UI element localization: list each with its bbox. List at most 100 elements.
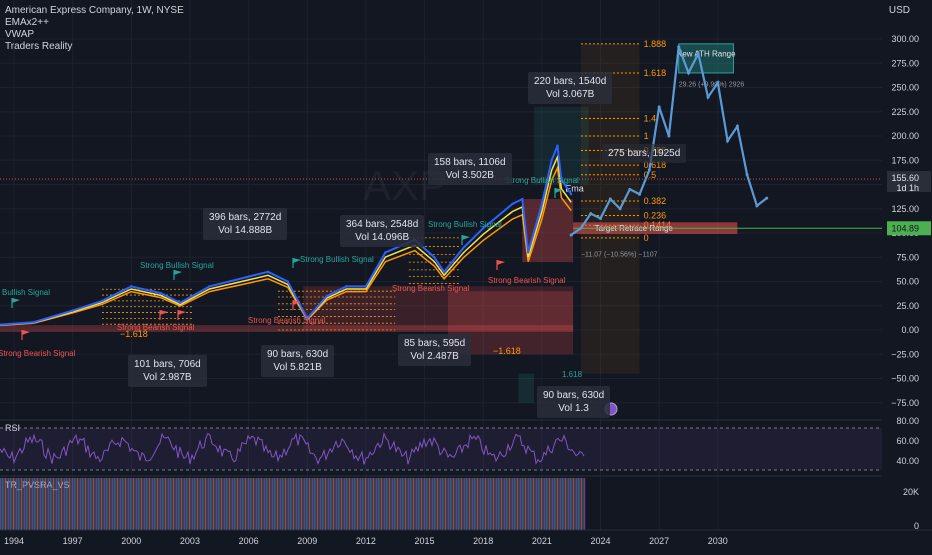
volume-bar — [43, 478, 45, 530]
bear-zone — [0, 325, 574, 332]
volume-bar — [400, 478, 402, 530]
volume-bar — [193, 478, 195, 530]
volume-bar — [59, 478, 61, 530]
volume-bar — [132, 478, 134, 530]
volume-bar — [17, 478, 19, 530]
price-point — [556, 144, 559, 147]
volume-bar — [416, 478, 418, 530]
volume-bar — [353, 478, 355, 530]
bearish-signal-label: Strong Bearish Signal — [392, 284, 470, 293]
projection-point — [696, 52, 700, 56]
price-point — [442, 270, 446, 273]
price-point — [521, 197, 524, 201]
price-point — [120, 290, 123, 293]
volume-bar — [459, 478, 461, 530]
volume-bar — [372, 478, 374, 530]
chart-legend: American Express Company, 1W, NYSE EMAx2… — [5, 5, 184, 53]
volume-bar — [395, 478, 397, 530]
volume-bar — [569, 478, 571, 530]
volume-bar — [180, 478, 182, 530]
projection-point — [677, 45, 681, 49]
volume-bar — [462, 478, 464, 530]
volume-bar — [425, 478, 427, 530]
volume-bar — [68, 478, 70, 530]
volume-bar — [145, 478, 147, 530]
time-tick: 1994 — [4, 536, 24, 546]
flag-cloth — [462, 235, 470, 240]
retrace-measure-label: −11.07 (−10.56%) −1107 — [581, 251, 658, 258]
volume-bar — [374, 478, 376, 530]
price-point — [569, 193, 573, 196]
volume-bar — [579, 478, 581, 530]
fib-label: 0.5 — [644, 170, 657, 180]
volume-bar — [142, 478, 144, 530]
volume-bar — [131, 478, 133, 530]
volume-bar — [289, 478, 291, 530]
indicator-ema[interactable]: EMAx2++ — [5, 17, 49, 28]
volume-bar — [260, 478, 262, 530]
projection-point — [726, 139, 730, 143]
range-stat-vol: Vol 2.487B — [410, 351, 459, 362]
volume-bar — [305, 478, 307, 530]
volume-bar — [283, 478, 285, 530]
volume-bar — [281, 478, 283, 530]
volume-bar — [441, 478, 443, 530]
volume-bar — [444, 478, 446, 530]
current-price-value: 155.60 — [891, 173, 919, 183]
indicator-vwap[interactable]: VWAP — [5, 29, 35, 40]
volume-bar — [128, 478, 130, 530]
projection-point — [579, 226, 583, 230]
projection-point — [686, 71, 690, 75]
volume-bar — [435, 478, 437, 530]
currency-label[interactable]: USD — [888, 5, 910, 16]
projection-point — [608, 197, 612, 201]
price-point — [286, 280, 289, 283]
volume-bar — [448, 478, 450, 530]
volume-bar — [529, 478, 531, 530]
volume-bar — [568, 478, 570, 530]
range-stat-box: 85 bars, 595d Vol 2.487B — [398, 334, 472, 366]
bearish-signal-label: Strong Bearish Signal — [0, 349, 76, 358]
volume-bar — [336, 478, 338, 530]
volume-bar — [540, 478, 542, 530]
volume-bar — [348, 478, 350, 530]
volume-bar — [307, 478, 309, 530]
volume-bar — [19, 478, 21, 530]
time-tick: 2027 — [649, 536, 669, 546]
volume-bar — [217, 478, 219, 530]
volume-bar — [534, 478, 536, 530]
price-tick: 75.00 — [896, 252, 919, 262]
volume-bar — [404, 478, 406, 530]
time-tick: 2015 — [415, 536, 435, 546]
time-tick: 2030 — [708, 536, 728, 546]
volume-bar — [532, 478, 534, 530]
volume-bar — [22, 478, 24, 530]
volume-bar — [420, 478, 422, 530]
range-stat-box: 275 bars, 1925d — [602, 144, 687, 163]
volume-bar — [392, 478, 394, 530]
volume-bar — [486, 478, 488, 530]
volume-bar — [20, 478, 22, 530]
volume-bar — [136, 478, 138, 530]
symbol-title[interactable]: American Express Company, 1W, NYSE — [5, 5, 184, 16]
volume-bar — [403, 478, 405, 530]
volume-bar — [355, 478, 357, 530]
indicator-traders-reality[interactable]: Traders Reality — [5, 41, 73, 52]
flag-cloth — [178, 310, 186, 315]
volume-bar — [73, 478, 75, 530]
fib-label: −1.618 — [120, 329, 148, 339]
volume-bar — [134, 478, 136, 530]
volume-bar — [323, 478, 325, 530]
volume-bar — [241, 478, 243, 530]
volume-bar — [243, 478, 245, 530]
volume-bar — [512, 478, 514, 530]
volume-bar — [252, 478, 254, 530]
rsi-line — [0, 432, 585, 466]
volume-bar — [57, 478, 59, 530]
price-tick: −75.00 — [891, 398, 919, 408]
volume-bar — [408, 478, 410, 530]
volume-bar — [566, 478, 568, 530]
volume-bar — [206, 478, 208, 530]
volume-bar — [275, 478, 277, 530]
volume-bar — [465, 478, 467, 530]
